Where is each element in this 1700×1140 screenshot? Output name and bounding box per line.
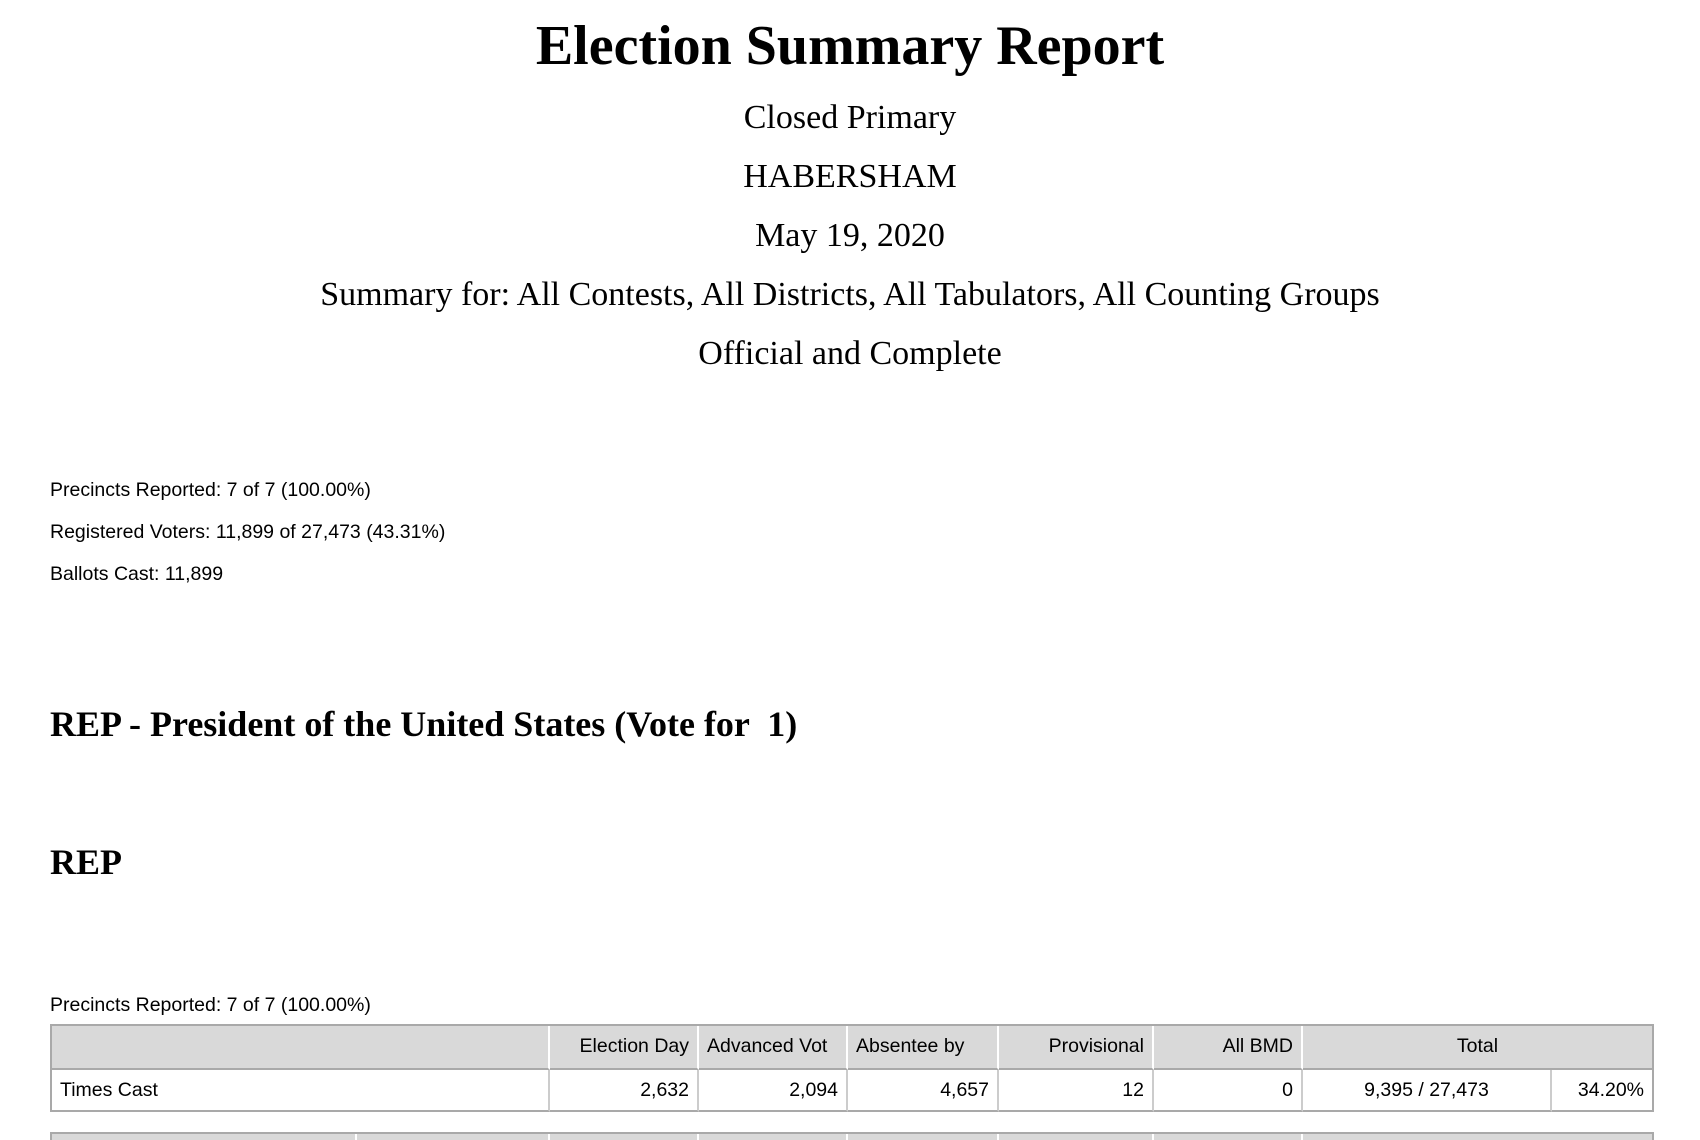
contest-precincts-line: Precincts Reported: 7 of 7 (100.00%) — [50, 994, 371, 1016]
subtitle-status: Official and Complete — [698, 335, 1002, 372]
election-stats-block: Precincts Reported: 7 of 7 (100.00%) Reg… — [50, 469, 1650, 595]
times-cast-absentee-cell: 4,657 — [848, 1070, 999, 1112]
times-cast-total-cell: 9,395 / 27,473 — [1303, 1070, 1552, 1112]
column-header-candidate: Candidate — [52, 1134, 357, 1140]
contest-heading-line2: REP — [50, 842, 122, 882]
column-header-provisional: Provisional — [999, 1134, 1154, 1140]
column-header-absentee-by-mail: Absentee by — [848, 1026, 999, 1070]
column-header-advanced-voting: Advanced Vot — [699, 1026, 848, 1070]
candidates-header-row: Candidate Party Election Day Advanced Vo… — [52, 1134, 1653, 1140]
times-cast-table: Election Day Advanced Vot Absentee by Pr… — [50, 1024, 1655, 1112]
subtitle-summary-scope: Summary for: All Contests, All Districts… — [320, 276, 1380, 313]
times-cast-provisional-cell: 12 — [999, 1070, 1154, 1112]
column-header-absentee-by-mail: Absentee by Mail — [848, 1134, 999, 1140]
times-cast-advanced-voting-cell: 2,094 — [699, 1070, 848, 1112]
subtitle-county: HABERSHAM — [743, 158, 957, 195]
column-header-provisional: Provisional — [999, 1026, 1154, 1070]
stat-precincts-reported: Precincts Reported: 7 of 7 (100.00%) — [50, 479, 371, 501]
times-cast-all-bmd-cell: 0 — [1154, 1070, 1303, 1112]
contest-heading: REP - President of the United States (Vo… — [50, 609, 1650, 977]
stat-ballots-cast: Ballots Cast: 11,899 — [50, 563, 224, 585]
column-header-total: Total — [1303, 1026, 1653, 1070]
column-header-total: Total — [1303, 1134, 1653, 1140]
subtitle-election-type: Closed Primary — [743, 99, 957, 136]
subtitle-date: May 19, 2020 — [755, 217, 945, 254]
report-subtitle-block: Closed Primary HABERSHAM May 19, 2020 Su… — [50, 88, 1650, 383]
candidates-table: Candidate Party Election Day Advanced Vo… — [50, 1132, 1655, 1140]
times-cast-header-row: Election Day Advanced Vot Absentee by Pr… — [52, 1026, 1653, 1070]
report-title: Election Summary Report — [535, 15, 1165, 77]
report-page: Election Summary Report Closed Primary H… — [0, 14, 1700, 1140]
times-cast-election-day-cell: 2,632 — [550, 1070, 699, 1112]
column-header-election-day: Election Day — [550, 1026, 699, 1070]
column-header-advanced-voting: Advanced Voting — [699, 1134, 848, 1140]
column-header-blank — [52, 1026, 550, 1070]
column-header-election-day: Election Day — [550, 1134, 699, 1140]
column-header-party: Party — [357, 1134, 550, 1140]
contest-heading-line1: REP - President of the United States (Vo… — [50, 704, 798, 744]
column-header-all-bmd: All BMD — [1154, 1026, 1303, 1070]
times-cast-row: Times Cast 2,632 2,094 4,657 12 0 9,395 … — [52, 1070, 1653, 1112]
stat-registered-voters: Registered Voters: 11,899 of 27,473 (43.… — [50, 521, 446, 543]
column-header-all-bmd: All BMD — [1154, 1134, 1303, 1140]
times-cast-label-cell: Times Cast — [52, 1070, 550, 1112]
times-cast-percent-cell: 34.20% — [1552, 1070, 1653, 1112]
